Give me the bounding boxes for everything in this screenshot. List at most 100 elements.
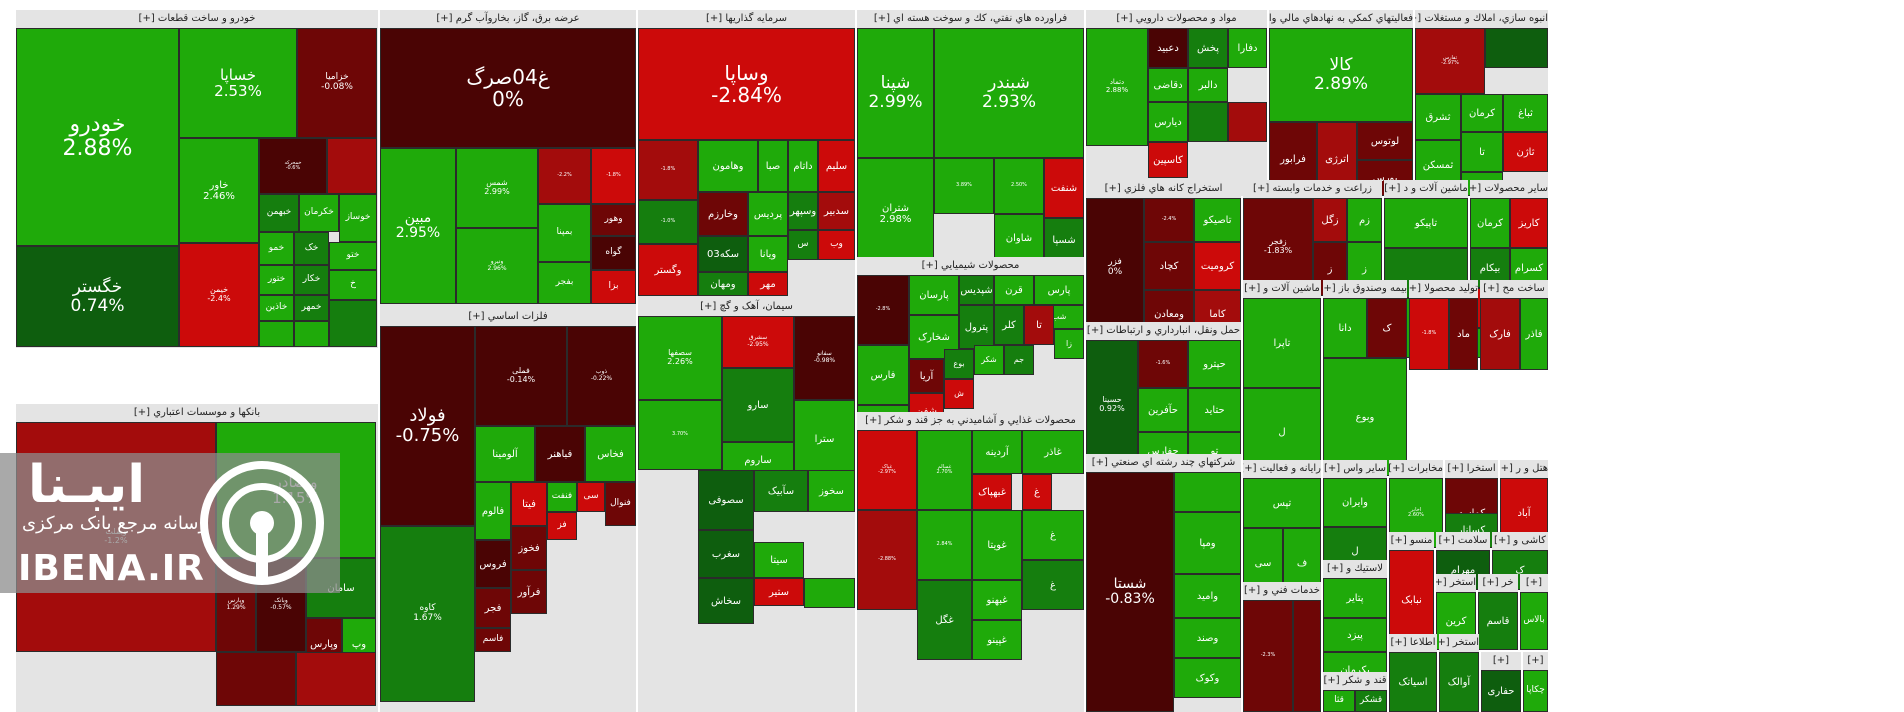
sector-title[interactable]: محصولات غذايي و آشاميدني به جز قند و شكر… [865, 415, 1076, 426]
stock-tile[interactable]: سلیم [818, 140, 855, 192]
stock-tile[interactable]: غ04صرگ 0% [380, 28, 636, 148]
stock-tile[interactable]: خیمن -2.4% [179, 243, 259, 347]
stock-tile[interactable]: حتاید [1188, 388, 1241, 432]
stock-tile[interactable]: زفجر -1.83% [1243, 198, 1313, 296]
stock-tile[interactable]: غاذر [1022, 430, 1084, 474]
stock-tile[interactable]: فخاس [585, 426, 636, 482]
stock-tile[interactable]: شتران 2.98% [857, 158, 934, 269]
stock-tile[interactable]: فارس [857, 345, 909, 405]
stock-tile[interactable]: غبهپاک [972, 474, 1012, 510]
stock-tile[interactable]: فزر 0% [1086, 198, 1144, 338]
stock-tile[interactable]: اسیاتک [1389, 652, 1437, 712]
stock-tile[interactable]: سی [577, 482, 605, 512]
sector-title[interactable]: محصولات شيميايي [+] [921, 260, 1020, 271]
sector-title[interactable]: مخابرات [+] [1389, 463, 1443, 474]
stock-tile[interactable]: سآبیک [754, 470, 808, 512]
stock-tile[interactable]: دقاضی [1148, 68, 1188, 102]
stock-tile[interactable]: غسالم 2.70% [917, 430, 972, 510]
stock-tile[interactable]: وکوک [1174, 658, 1241, 698]
stock-tile[interactable] [216, 652, 296, 706]
sector-title[interactable]: قند و شكر [+] [1323, 675, 1387, 686]
stock-tile[interactable]: وسپهر [788, 192, 818, 230]
stock-tile[interactable]: بزا [591, 270, 636, 304]
stock-tile[interactable]: 2.84% [917, 510, 972, 580]
sector-title[interactable]: زراعت و خدمات وابسته [+] [1253, 183, 1372, 194]
stock-tile[interactable]: وایران [1323, 478, 1387, 527]
stock-tile[interactable]: خبهمن [259, 194, 299, 232]
stock-tile[interactable]: فنوال [605, 482, 636, 526]
stock-tile[interactable] [296, 652, 376, 706]
stock-tile[interactable]: وامید [1174, 574, 1241, 618]
stock-tile[interactable] [804, 578, 855, 608]
stock-tile[interactable]: خودرو 2.88% [16, 28, 179, 246]
stock-tile[interactable]: جم [1004, 345, 1034, 375]
sector-title[interactable]: ساير واس [+] [1323, 463, 1387, 474]
stock-tile[interactable]: وصند [1174, 618, 1241, 658]
stock-tile[interactable]: زم [1347, 198, 1382, 242]
sector-title[interactable]: شركتهاي چند رشته اي صنعتي [+] [1091, 457, 1236, 468]
sector-title[interactable]: بیمه وصندوق باز [+] [1323, 283, 1407, 294]
stock-tile[interactable]: وهور [591, 204, 636, 236]
stock-tile[interactable]: ومهان [698, 272, 748, 296]
stock-tile[interactable]: حپترو [1188, 340, 1241, 388]
stock-tile[interactable]: فاسم [475, 628, 511, 652]
stock-tile[interactable]: فباهنر [535, 426, 585, 482]
stock-tile[interactable]: دالبر [1188, 68, 1228, 102]
sector-title[interactable]: حمل ونقل، انبارداري و ارتباطات [+] [1086, 325, 1241, 336]
stock-tile[interactable]: کاوه 1.67% [380, 526, 475, 702]
sector-title[interactable]: لاستيك و [+] [1327, 563, 1383, 574]
stock-tile[interactable]: فالوم [475, 482, 511, 540]
stock-tile[interactable]: داتام [788, 140, 818, 192]
stock-tile[interactable]: فخوز [511, 526, 547, 570]
stock-tile[interactable]: تا [1024, 305, 1054, 345]
stock-tile[interactable]: -2.2% [538, 148, 591, 204]
stock-tile[interactable]: ش [944, 379, 974, 409]
sector-title[interactable]: عرضه برق، گاز، بخاروآب گرم [+] [436, 13, 580, 24]
stock-tile[interactable]: تاپرا [1243, 298, 1321, 388]
stock-tile[interactable]: -2.8% [857, 275, 909, 345]
stock-tile[interactable]: ستیر [754, 578, 804, 606]
stock-tile[interactable]: وخارزم [698, 192, 748, 236]
stock-tile[interactable]: پارس [1034, 275, 1084, 305]
stock-tile[interactable]: قثا [1323, 690, 1355, 712]
stock-tile[interactable]: سیتا [754, 542, 804, 578]
stock-tile[interactable]: کرومیت [1194, 242, 1241, 290]
stock-tile[interactable]: شبندر 2.93% [934, 28, 1084, 158]
stock-tile[interactable]: قرن [994, 275, 1034, 305]
stock-tile[interactable]: وهامون [698, 140, 758, 192]
stock-tile[interactable] [1228, 102, 1267, 142]
stock-tile[interactable]: خکار [294, 265, 329, 295]
stock-tile[interactable]: زگل [1313, 198, 1347, 242]
stock-tile[interactable]: مبین 2.95% [380, 148, 456, 304]
sector-title[interactable]: خدمات فني و [+] [1244, 585, 1320, 596]
stock-tile[interactable]: -2.3% [1243, 600, 1293, 712]
stock-tile[interactable] [1485, 28, 1548, 68]
sector-title[interactable]: فعاليتهاي كمكي به نهادهاي مالي وا [+] [1269, 13, 1413, 24]
stock-tile[interactable]: سشرق -2.95% [722, 316, 794, 368]
stock-tile[interactable]: سفانو -0.98% [794, 316, 855, 400]
sector-title[interactable]: فلزات اساسي [+] [468, 311, 548, 322]
stock-tile[interactable]: -1.8% [591, 148, 636, 204]
stock-tile[interactable]: غ [1022, 474, 1052, 510]
stock-tile[interactable]: خکرمان [299, 194, 339, 232]
stock-tile[interactable]: دفارا [1228, 28, 1267, 68]
stock-tile[interactable]: دیارس [1148, 102, 1188, 142]
stock-tile[interactable]: سصفها 2.26% [638, 316, 722, 400]
stock-tile[interactable]: تاصیکو [1194, 198, 1241, 242]
stock-tile[interactable]: کالا 2.89% [1269, 28, 1413, 122]
stock-tile[interactable]: آردینه [972, 430, 1022, 474]
stock-tile[interactable]: -1.0% [638, 200, 698, 244]
sector-title[interactable]: [+] [1525, 577, 1543, 588]
sector-title[interactable]: توليد محصولا [+] [1409, 283, 1478, 294]
stock-tile[interactable] [259, 321, 294, 347]
stock-tile[interactable]: سارو [722, 368, 794, 442]
sector-title[interactable]: هتل و ر [+] [1500, 463, 1548, 474]
stock-tile[interactable]: چکاپا [1523, 670, 1548, 712]
stock-tile[interactable]: 3.89% [934, 158, 994, 214]
sector-title[interactable]: انبوه سازي، املاك و مستغلات [+] [1415, 13, 1548, 24]
stock-tile[interactable]: -1.8% [638, 140, 698, 200]
stock-tile[interactable]: گواه [591, 236, 636, 270]
stock-tile[interactable] [327, 138, 377, 194]
sector-title[interactable]: خر [+] [1482, 577, 1514, 588]
sector-title[interactable]: سرمایه گذاریها [+] [705, 13, 788, 24]
